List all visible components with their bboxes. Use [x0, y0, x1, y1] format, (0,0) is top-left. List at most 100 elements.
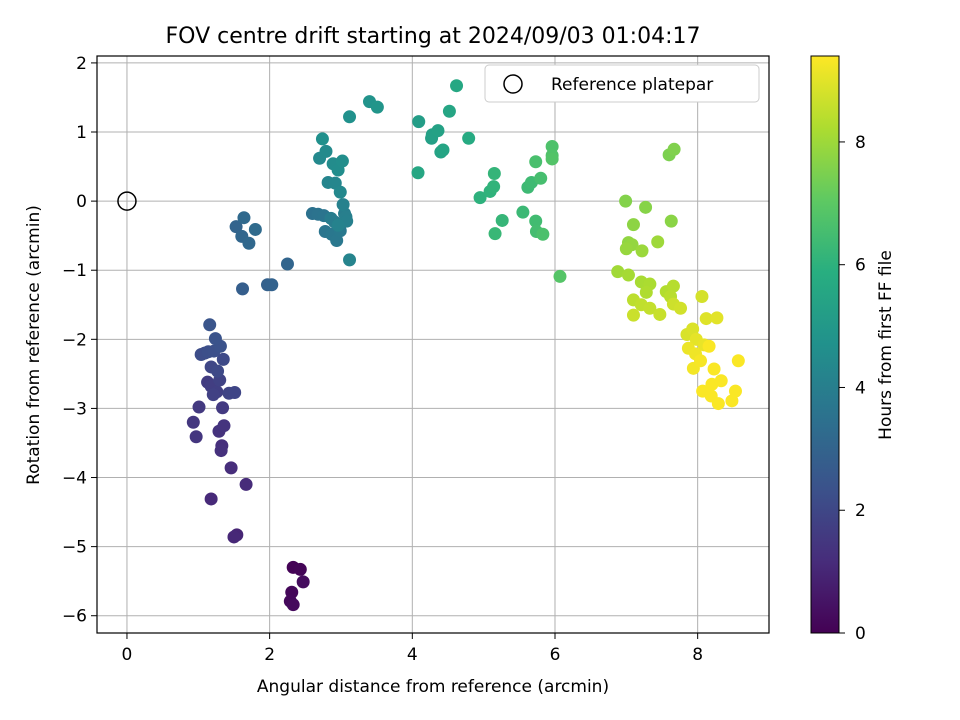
data-point	[639, 285, 653, 299]
colorbar-tick-label: 6	[855, 256, 866, 276]
data-point	[204, 492, 218, 506]
data-point	[495, 213, 509, 227]
legend: Reference platepar	[484, 64, 760, 103]
data-point	[695, 289, 709, 303]
data-point	[217, 419, 231, 433]
x-tick-label: 6	[550, 645, 561, 665]
legend-marker	[503, 74, 523, 94]
data-point	[731, 354, 745, 368]
data-point	[619, 194, 633, 208]
data-point	[487, 166, 501, 180]
data-point	[473, 191, 487, 205]
data-point	[370, 100, 384, 114]
data-point	[694, 354, 708, 368]
colorbar-ticks: 0 2 4 6 8	[839, 133, 866, 644]
data-point	[265, 278, 279, 292]
x-axis-ticks: 0 2 4 6 8	[122, 633, 703, 665]
legend-box	[484, 64, 760, 103]
data-point	[666, 279, 680, 293]
data-point	[411, 166, 425, 180]
data-point	[529, 214, 543, 228]
data-point	[651, 235, 665, 249]
y-tick-label: 0	[76, 192, 87, 212]
data-point	[436, 143, 450, 157]
data-point	[667, 142, 681, 156]
data-point	[335, 154, 349, 168]
data-point	[211, 364, 225, 378]
colorbar-tick-label: 2	[855, 501, 866, 521]
legend-label: Reference platepar	[551, 75, 713, 95]
data-point	[229, 220, 243, 234]
data-point	[343, 110, 357, 124]
data-point	[674, 301, 688, 315]
y-axis-ticks: −6 −5 −4 −3 −2 −1 0 1 2	[62, 54, 97, 627]
x-tick-label: 4	[407, 645, 418, 665]
data-point	[442, 104, 456, 118]
colorbar-gradient	[810, 55, 840, 634]
data-point	[203, 318, 217, 332]
data-point	[228, 386, 242, 400]
y-tick-label: −5	[62, 538, 87, 558]
data-point	[206, 388, 220, 402]
data-point	[536, 227, 550, 241]
data-point	[728, 384, 742, 398]
data-point	[216, 401, 230, 415]
data-point	[186, 415, 200, 429]
y-tick-label: −6	[62, 607, 87, 627]
data-point	[208, 332, 222, 346]
data-point	[664, 214, 678, 228]
data-point	[626, 308, 640, 322]
colorbar-label: Hours from first FF file	[876, 250, 896, 440]
data-point	[237, 211, 251, 225]
data-point	[707, 362, 721, 376]
y-axis-label: Rotation from reference (arcmin)	[24, 205, 44, 485]
data-point	[711, 397, 725, 411]
data-point	[619, 242, 633, 256]
data-point	[412, 115, 426, 129]
data-point	[462, 131, 476, 145]
x-tick-label: 8	[692, 645, 703, 665]
data-point	[702, 339, 716, 353]
data-point	[192, 400, 206, 414]
x-axis-label: Angular distance from reference (arcmin)	[257, 677, 609, 697]
data-point	[331, 218, 345, 232]
data-point	[699, 312, 713, 326]
y-tick-label: 1	[76, 123, 87, 143]
data-point	[431, 124, 445, 138]
data-point	[248, 222, 262, 236]
y-tick-label: −3	[62, 399, 87, 419]
data-point	[242, 236, 256, 250]
data-point	[626, 218, 640, 232]
x-tick-label: 2	[264, 645, 275, 665]
colorbar-tick-label: 4	[855, 378, 866, 398]
data-point	[343, 253, 357, 267]
x-tick-label: 0	[122, 645, 133, 665]
data-point	[286, 598, 300, 612]
data-point	[333, 185, 347, 199]
data-point	[487, 180, 501, 194]
data-point	[686, 322, 700, 336]
data-point	[315, 132, 329, 146]
y-tick-label: 2	[76, 54, 87, 74]
data-point	[227, 530, 241, 544]
data-point	[319, 144, 333, 158]
data-point	[450, 79, 464, 93]
data-point	[224, 461, 238, 475]
data-point	[553, 269, 567, 283]
data-point	[653, 307, 667, 321]
chart-title: FOV centre drift starting at 2024/09/03 …	[166, 24, 701, 49]
data-point	[293, 562, 307, 576]
data-point	[639, 200, 653, 214]
data-point	[189, 430, 203, 444]
reference-platepar-marker	[117, 191, 137, 211]
data-point	[529, 155, 543, 169]
data-point	[611, 265, 625, 279]
data-point	[621, 268, 635, 282]
data-point	[239, 477, 253, 491]
data-point	[280, 257, 294, 271]
colorbar-tick-label: 0	[855, 624, 866, 644]
y-tick-label: −2	[62, 330, 87, 350]
data-point	[643, 301, 657, 315]
data-point	[236, 282, 250, 296]
